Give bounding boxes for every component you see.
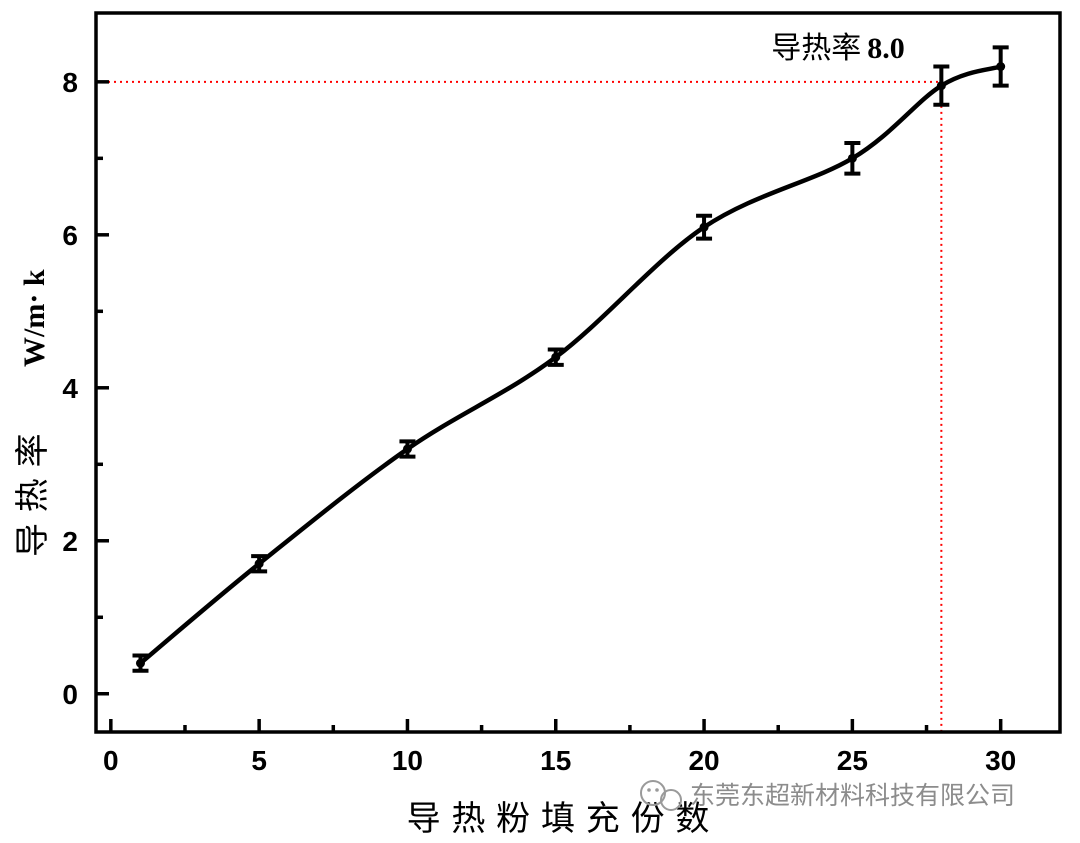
annotation-label: 导热率	[771, 31, 861, 66]
x-tick-label: 5	[251, 745, 267, 776]
data-point	[996, 62, 1006, 72]
data-point	[135, 658, 145, 668]
data-point	[402, 444, 412, 454]
x-tick-label: 25	[837, 745, 868, 776]
watermark-text: 东莞东超新材料科技有限公司	[690, 781, 1015, 810]
data-point	[699, 222, 709, 232]
y-tick-label: 8	[62, 67, 78, 98]
y-tick-label: 4	[62, 373, 78, 404]
annotation-value: 8.0	[867, 32, 905, 65]
x-tick-label: 20	[688, 745, 719, 776]
x-tick-label: 0	[103, 745, 119, 776]
data-point	[254, 559, 264, 569]
data-point	[551, 352, 561, 362]
watermark: 东莞东超新材料科技有限公司	[640, 780, 1015, 811]
y-axis-label: 导 热 率 W/m· k	[13, 269, 53, 557]
x-tick-label: 10	[392, 745, 423, 776]
wechat-icon	[640, 780, 682, 811]
y-tick-label: 0	[62, 679, 78, 710]
y-tick-label: 2	[62, 526, 78, 557]
data-marks	[132, 45, 1009, 673]
data-point	[936, 81, 946, 91]
y-axis-label-unit: W/m· k	[18, 269, 51, 367]
data-point	[847, 153, 857, 163]
x-axis-label: 导 热 粉 填 充 份 数	[407, 799, 710, 839]
y-axis-label-cjk: 导 热 率	[13, 433, 53, 557]
plot-frame	[94, 11, 1062, 734]
x-tick-label: 15	[540, 745, 571, 776]
series-line	[138, 64, 1003, 666]
axis-ticks: 0 5 10 15 20 25 30 0 2 4 6 8	[62, 67, 1016, 776]
x-tick-label: 30	[985, 745, 1016, 776]
reference-annotation: 导热率 8.0	[771, 31, 905, 66]
y-tick-label: 6	[62, 220, 78, 251]
reference-lines	[96, 80, 943, 732]
